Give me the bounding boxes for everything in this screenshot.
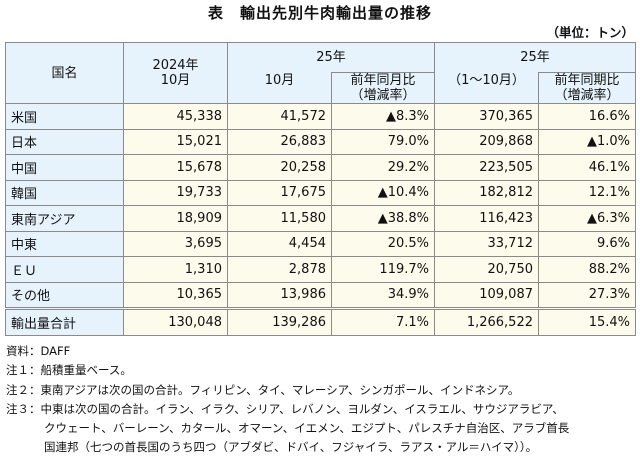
yoy-month-cell: 79.0% — [331, 128, 435, 155]
table-row: 中東 3,695 4,454 20.5% 33,712 9.6% — [5, 230, 636, 257]
table-row: 米国 45,338 41,572 ▲8.3% 370,365 16.6% — [5, 103, 636, 130]
yoy-period-cell: 27.3% — [538, 281, 636, 309]
cumulative-cell: 20,750 — [434, 256, 539, 283]
cumulative-cell: 1,266,522 — [434, 307, 539, 336]
table-title: 表 輸出先別牛肉輸出量の推移 — [207, 4, 432, 22]
cumulative-cell: 223,505 — [434, 154, 539, 181]
cumulative-cell: 209,868 — [434, 128, 539, 155]
cumulative-cell: 109,087 — [434, 281, 539, 309]
note-3-cont: クウェート、バーレーン、カタール、オマーン、イエメン、エジプト、パレスチナ自治区… — [44, 421, 570, 436]
note-1: 注１：船積重量ベース。 — [6, 363, 132, 378]
yoy-month-cell: 119.7% — [331, 256, 435, 283]
yoy-period-cell: 15.4% — [538, 307, 636, 336]
country-cell: 米国 — [5, 103, 124, 130]
value-25-cell: 2,878 — [227, 256, 332, 283]
value-2024-cell: 19,733 — [123, 179, 228, 206]
table-row: 東南アジア 18,909 11,580 ▲38.8% 116,423 ▲6.3% — [5, 205, 636, 232]
value-2024-cell: 45,338 — [123, 103, 228, 130]
value-25-cell: 17,675 — [227, 179, 332, 206]
table-row: その他 10,365 13,986 34.9% 109,087 27.3% — [5, 281, 636, 309]
table-row: ＥＵ 1,310 2,878 119.7% 20,750 88.2% — [5, 256, 636, 283]
header-25-cum: 25年 — [434, 42, 636, 73]
yoy-month-cell: 34.9% — [331, 281, 435, 309]
yoy-month-cell: ▲10.4% — [331, 179, 435, 206]
header-yoy-month: 前年同月比 （増減率） — [331, 72, 435, 104]
notes: 資料：DAFF 注１：船積重量ベース。 注２：東南アジアは次の国の合計。フィリピ… — [6, 342, 569, 458]
value-2024-cell: 10,365 — [123, 281, 228, 309]
table-row: 中国 15,678 20,258 29.2% 223,505 46.1% — [5, 154, 636, 181]
value-25-cell: 20,258 — [227, 154, 332, 181]
table-row: 韓国 19,733 17,675 ▲10.4% 182,812 12.1% — [5, 179, 636, 206]
yoy-period-cell: 88.2% — [538, 256, 636, 283]
table-row: 輸出量合計 130,048 139,286 7.1% 1,266,522 15.4% — [5, 307, 636, 336]
value-25-cell: 4,454 — [227, 230, 332, 257]
yoy-period-cell: ▲1.0% — [538, 128, 636, 155]
value-2024-cell: 15,021 — [123, 128, 228, 155]
yoy-period-cell: 46.1% — [538, 154, 636, 181]
yoy-month-cell: 7.1% — [331, 307, 435, 336]
value-25-cell: 139,286 — [227, 307, 332, 336]
note-3: 注３：中東は次の国の合計。イラン、イラク、シリア、レバノン、ヨルダン、イスラエル… — [6, 401, 564, 416]
header-25-oct-month: 10月 — [227, 72, 332, 104]
country-cell: その他 — [5, 281, 124, 309]
value-2024-cell: 1,310 — [123, 256, 228, 283]
value-2024-cell: 130,048 — [123, 307, 228, 336]
yoy-month-cell: 20.5% — [331, 230, 435, 257]
header-yoy-period: 前年同期比 （増減率） — [538, 72, 636, 104]
cumulative-cell: 370,365 — [434, 103, 539, 130]
country-cell: 輸出量合計 — [5, 307, 124, 336]
country-cell: 韓国 — [5, 179, 124, 206]
country-cell: 日本 — [5, 128, 124, 155]
country-cell: 中東 — [5, 230, 124, 257]
country-cell: ＥＵ — [5, 256, 124, 283]
beef-export-table: 国名 2024年 10月 25年 25年 10月 前年同月比 （増減率） （1～1… — [5, 42, 636, 336]
source-note: 資料：DAFF — [6, 344, 71, 358]
header-2024-oct: 2024年 10月 — [123, 42, 228, 104]
yoy-month-cell: ▲38.8% — [331, 205, 435, 232]
yoy-month-cell: 29.2% — [331, 154, 435, 181]
yoy-period-cell: 12.1% — [538, 179, 636, 206]
cumulative-cell: 182,812 — [434, 179, 539, 206]
cumulative-cell: 33,712 — [434, 230, 539, 257]
value-25-cell: 11,580 — [227, 205, 332, 232]
value-25-cell: 13,986 — [227, 281, 332, 309]
value-25-cell: 26,883 — [227, 128, 332, 155]
country-cell: 東南アジア — [5, 205, 124, 232]
cumulative-cell: 116,423 — [434, 205, 539, 232]
note-2: 注２：東南アジアは次の国の合計。フィリピン、タイ、マレーシア、シンガポール、イン… — [6, 382, 520, 397]
country-cell: 中国 — [5, 154, 124, 181]
table-row: 日本 15,021 26,883 79.0% 209,868 ▲1.0% — [5, 128, 636, 155]
header-25-oct: 25年 — [227, 42, 435, 73]
unit-label: （単位：トン） — [546, 25, 634, 40]
value-2024-cell: 3,695 — [123, 230, 228, 257]
note-3-cont: 国連邦（七つの首長国のうち四つ（アブダビ、ドバイ、フジャイラ、ラアス・アル＝ハイ… — [44, 440, 538, 455]
value-25-cell: 41,572 — [227, 103, 332, 130]
yoy-period-cell: 16.6% — [538, 103, 636, 130]
header-25-cum-range: （1～10月） — [434, 72, 539, 104]
yoy-month-cell: ▲8.3% — [331, 103, 435, 130]
header-country: 国名 — [5, 42, 124, 104]
value-2024-cell: 15,678 — [123, 154, 228, 181]
value-2024-cell: 18,909 — [123, 205, 228, 232]
yoy-period-cell: 9.6% — [538, 230, 636, 257]
yoy-period-cell: ▲6.3% — [538, 205, 636, 232]
